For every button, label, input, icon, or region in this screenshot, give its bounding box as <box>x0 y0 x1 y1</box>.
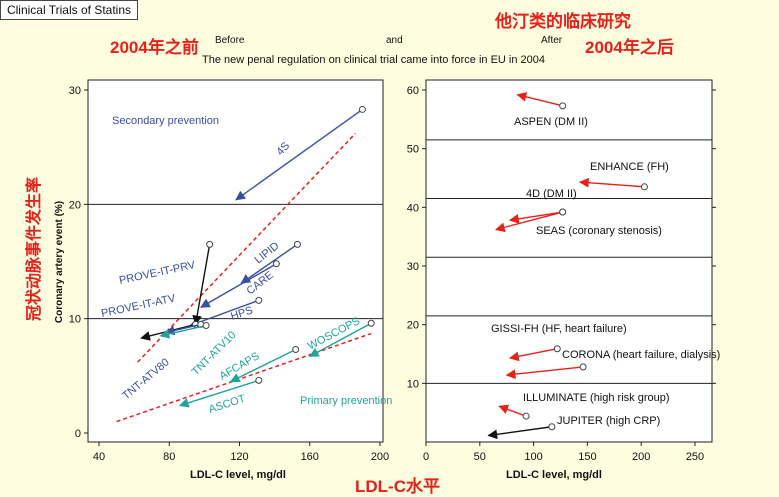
x-tick-label: 250 <box>686 451 704 463</box>
x-tick-label: 200 <box>632 451 650 463</box>
left-trial-arrows <box>140 105 375 408</box>
start-point-tnt-atv10 <box>202 322 210 330</box>
secondary-prevention-label: Secondary prevention <box>112 115 219 127</box>
arrow-tnt-atv10 <box>159 324 207 339</box>
chinese-x-axis-label: LDL-C水平 <box>355 477 440 496</box>
x-tick-label: 100 <box>524 451 542 463</box>
arrow-4d-dm-ii <box>508 211 563 224</box>
y-tick-label: 60 <box>407 85 419 97</box>
right-panel-dividers <box>426 139 712 384</box>
left-axis-ticks: 40 80 120 160 200 0 10 20 30 <box>69 85 389 463</box>
y-tick-label: 20 <box>407 320 419 332</box>
trial-label-4d: 4D (DM II) <box>526 188 577 200</box>
after-label: After <box>541 35 563 46</box>
start-point-aspen-dm-ii <box>559 102 567 110</box>
trial-label-jupiter: JUPITER (high CRP) <box>557 415 660 427</box>
start-point-gissi-fh-hf-heart-failure <box>553 345 561 353</box>
arrow-care <box>200 263 277 308</box>
start-point-4s <box>358 105 366 113</box>
arrow-prove-it-prv <box>192 244 211 326</box>
start-point-enhance-fh <box>640 183 648 191</box>
arrow-seas-coronary-stenosis <box>494 211 563 233</box>
arrow-woscops <box>308 322 372 358</box>
y-tick-label: 20 <box>69 199 81 211</box>
arrow-ascot <box>178 379 260 408</box>
trial-label-corona: CORONA (heart failure, dialysis) <box>562 349 720 361</box>
trial-label-illuminate: ILLUMINATE (high risk group) <box>523 392 670 404</box>
x-tick-label: 150 <box>578 451 596 463</box>
arrow-gissi-fh-hf-heart-failure <box>508 348 558 362</box>
trend-line-0 <box>137 132 356 363</box>
x-tick-label: 160 <box>301 451 319 463</box>
start-point-woscops <box>367 319 375 327</box>
x-tick-label: 40 <box>93 451 105 463</box>
arrow-illuminate-high-risk-group <box>498 404 527 417</box>
arrow-enhance-fh <box>578 177 645 188</box>
right-x-axis-title: LDL-C level, mg/dl <box>506 469 602 481</box>
y-tick-label: 10 <box>407 378 419 390</box>
left-reference-lines <box>88 203 383 320</box>
start-point-hps <box>255 296 263 304</box>
y-tick-label: 30 <box>407 261 419 273</box>
trend-line-1 <box>116 332 372 423</box>
x-tick-label: 0 <box>423 451 429 463</box>
subtitle: The new penal regulation on clinical tri… <box>202 54 546 66</box>
x-tick-label: 120 <box>230 451 248 463</box>
y-tick-label: 40 <box>407 202 419 214</box>
left-trend-lines <box>116 132 372 423</box>
start-point-lipid <box>293 240 301 248</box>
start-point-corona-heart-failure-dialysis <box>579 363 587 371</box>
trial-label-aspen: ASPEN (DM II) <box>514 116 588 128</box>
right-plot-frame <box>425 79 713 443</box>
y-tick-label: 0 <box>75 428 81 440</box>
trial-label-enhance: ENHANCE (FH) <box>590 161 669 173</box>
start-point-prove-it-prv <box>206 240 214 248</box>
x-tick-label: 50 <box>474 451 486 463</box>
right-axis-ticks: 0 50 100 150 200 250 10 20 30 40 50 60 <box>407 85 716 463</box>
arrow-aspen-dm-ii <box>516 92 563 107</box>
left-y-axis-title: Coronary artery event (%) <box>54 201 65 323</box>
figure-title-box: Clinical Trials of Statins <box>0 0 138 20</box>
arrow-4s <box>235 108 363 201</box>
start-point-illuminate-high-risk-group <box>522 412 530 420</box>
start-point-seas-coronary-stenosis <box>559 208 567 216</box>
chinese-title: 他汀类的临床研究 <box>495 12 631 31</box>
start-point-jupiter-high-crp <box>548 423 556 431</box>
and-label: and <box>386 35 403 46</box>
chinese-before-label: 2004年之前 <box>110 38 199 57</box>
arrow-corona-heart-failure-dialysis <box>505 366 584 380</box>
y-tick-label: 30 <box>69 85 81 97</box>
left-x-axis-title: LDL-C level, mg/dl <box>190 469 286 481</box>
arrow-jupiter-high-crp <box>487 426 552 440</box>
trial-label-gissi-fh: GISSI-FH (HF, heart failure) <box>491 323 627 335</box>
x-tick-label: 80 <box>163 451 175 463</box>
primary-prevention-label: Primary prevention <box>300 395 392 407</box>
x-tick-label: 200 <box>371 451 389 463</box>
arrow-afcaps <box>229 348 297 383</box>
chinese-after-label: 2004年之后 <box>585 38 674 57</box>
start-point-care <box>272 260 280 268</box>
arrow-lipid <box>240 243 298 284</box>
trial-label-seas: SEAS (coronary stenosis) <box>536 225 662 237</box>
y-tick-label: 10 <box>69 314 81 326</box>
y-tick-label: 50 <box>407 144 419 156</box>
before-label: Before <box>215 35 245 46</box>
start-point-ascot <box>255 376 263 384</box>
arrow-tnt-atv80 <box>164 323 202 336</box>
start-point-afcaps <box>292 346 300 354</box>
right-trial-arrows <box>487 92 648 440</box>
